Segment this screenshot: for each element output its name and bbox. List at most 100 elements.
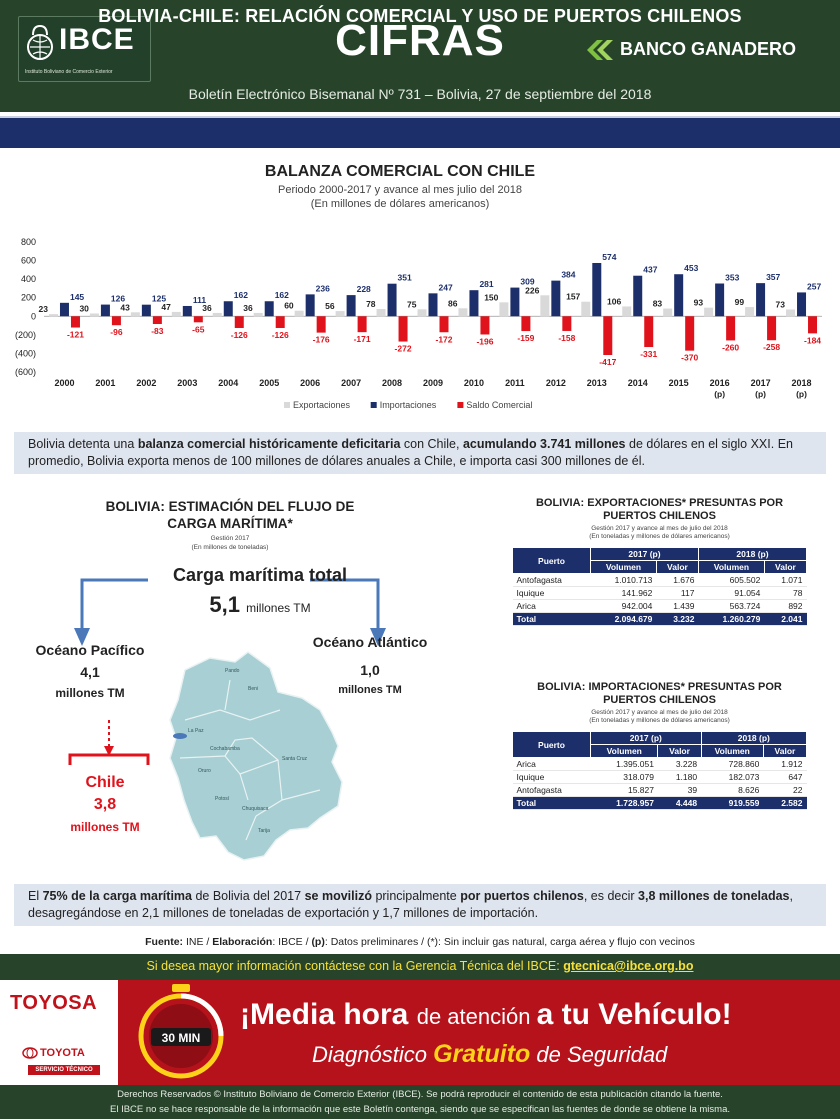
chart-bar-saldo-comercial xyxy=(316,316,326,333)
x-tick-label: 2000 xyxy=(54,378,74,388)
data-label: -96 xyxy=(110,327,123,337)
chart-bar-saldo-comercial xyxy=(234,316,244,328)
ad-banner[interactable] xyxy=(118,980,840,1085)
data-label: 384 xyxy=(561,270,575,280)
data-label: -172 xyxy=(435,334,452,344)
data-label: 281 xyxy=(479,279,493,289)
col-header-year: 2018 (p) xyxy=(700,731,808,745)
data-label: 99 xyxy=(735,297,745,307)
flow-subtitle: Gestión 2017 xyxy=(210,535,250,542)
col-header-volume: Volumen xyxy=(700,744,764,758)
data-label: 162 xyxy=(234,290,248,300)
chart-bar-exportaciones xyxy=(294,310,304,317)
value-cell: 39 xyxy=(657,783,702,797)
text-run: principalmente xyxy=(371,889,461,903)
value-cell: 4.448 xyxy=(657,796,702,810)
chart-bar-exportaciones xyxy=(253,312,263,317)
toyosa-logo[interactable]: TOYOSA xyxy=(10,992,98,1014)
data-label: -159 xyxy=(517,333,534,343)
data-label: -196 xyxy=(476,336,493,346)
x-tick-label: 2006 xyxy=(300,378,320,388)
data-label: 309 xyxy=(520,277,534,287)
value-cell: 3.228 xyxy=(657,757,702,771)
x-tick-label: 2007 xyxy=(341,378,361,388)
chart-bar-importaciones xyxy=(592,262,602,317)
globe-lock-icon xyxy=(27,24,53,60)
copyright-line: Derechos Reservados © Instituto Bolivian… xyxy=(117,1089,723,1100)
chart-bar-saldo-comercial xyxy=(357,316,367,333)
volume-cell: 2.094.679 xyxy=(590,612,657,626)
chart-bar-saldo-comercial xyxy=(603,316,613,356)
chart-bar-importaciones xyxy=(59,302,69,317)
chart-bar-saldo-comercial xyxy=(480,316,490,335)
contact-email-link[interactable]: gtecnica@ibce.org.bo xyxy=(563,959,694,973)
atlantic-label: Océano Atlántico xyxy=(312,634,428,650)
volume-cell: 318.079 xyxy=(590,770,658,784)
chart-bar-importaciones xyxy=(428,293,438,317)
y-tick-label: 0 xyxy=(31,311,36,321)
volume-cell: 563.724 xyxy=(698,599,765,613)
arrow-down-icon xyxy=(370,628,386,646)
x-tick-label: 2017 xyxy=(751,378,771,388)
port-cell: Iquique xyxy=(512,770,591,784)
exports-table-subtitle: Gestión 2017 y avance al mes de julio de… xyxy=(591,525,728,532)
value-cell: 117 xyxy=(656,586,699,600)
volume-cell: 8.626 xyxy=(701,783,764,797)
port-cell: Iquique xyxy=(512,586,591,600)
page-title: CIFRAS xyxy=(335,16,505,65)
chart-bar-saldo-comercial xyxy=(726,316,736,341)
timer-label: 30 MIN xyxy=(162,1031,201,1045)
col-header-volume: Volumen xyxy=(590,560,657,574)
data-label: 106 xyxy=(607,296,621,306)
col-header-value: Valor xyxy=(655,560,699,574)
volume-cell: 141.962 xyxy=(590,586,657,600)
chart-bar-importaciones xyxy=(756,283,766,317)
col-header-year: 2017 (p) xyxy=(590,547,699,561)
data-label: 226 xyxy=(525,285,539,295)
exports-table: Puerto 2017 (p) 2018 (p) Volumen Valor V… xyxy=(512,547,808,626)
data-label: 145 xyxy=(70,292,84,302)
chart-bar-importaciones xyxy=(715,283,725,317)
chart-bar-exportaciones xyxy=(48,314,58,317)
contact-text: Si desea mayor información contáctese co… xyxy=(146,959,564,973)
chart-bar-saldo-comercial xyxy=(193,316,203,323)
data-label: 574 xyxy=(602,252,616,262)
imports-table: Puerto 2017 (p) 2018 (p) Volumen Valor V… xyxy=(512,731,808,810)
chart-bar-exportaciones xyxy=(663,308,673,317)
data-label: 83 xyxy=(653,299,663,309)
total-cargo-unit: millones TM xyxy=(246,601,311,615)
data-label: 125 xyxy=(152,294,166,304)
data-label: 150 xyxy=(484,292,498,302)
contact-line: Si desea mayor información contáctese co… xyxy=(0,959,840,973)
text-run: con Chile, xyxy=(400,437,463,451)
text-run: de Bolivia del 2017 xyxy=(191,889,305,903)
legend-swatch xyxy=(457,402,464,408)
value-cell: 1.676 xyxy=(656,573,699,587)
data-label: -171 xyxy=(354,334,371,344)
data-label: 157 xyxy=(566,292,580,302)
table-row: Arica 1.395.051 3.228 728.860 1.912 xyxy=(512,757,807,771)
map-department-label: Cochabamba xyxy=(210,746,240,752)
imports-table-block: BOLIVIA: IMPORTACIONES* PRESUNTAS POR PU… xyxy=(512,681,808,810)
legend-label: Saldo Comercial xyxy=(466,400,532,410)
chart-bar-exportaciones xyxy=(458,308,468,317)
data-label: 236 xyxy=(316,283,330,293)
x-tick-note: (p) xyxy=(714,389,725,399)
data-label: 162 xyxy=(275,290,289,300)
atlantic-unit: millones TM xyxy=(338,684,402,696)
data-label: 86 xyxy=(448,298,458,308)
y-tick-label: (200) xyxy=(15,330,36,340)
bulletin-line: Boletín Electrónico Bisemanal Nº 731 – B… xyxy=(188,86,652,102)
ad-headline-part: ¡Media hora xyxy=(240,998,417,1031)
bolivia-cargo-map: La Paz Beni Pando Cochabamba Oruro Potosí Chuq… xyxy=(68,578,386,861)
col-header-volume: Volumen xyxy=(697,560,765,574)
port-cell: Antofagasta xyxy=(512,783,591,797)
section-banner xyxy=(0,116,840,148)
col-header-port: Puerto xyxy=(512,731,591,758)
map-department-label: La Paz xyxy=(188,728,204,734)
port-cell: Antofagasta xyxy=(512,573,591,587)
exports-table-units: (En toneladas y millones de dólares amer… xyxy=(589,533,730,540)
value-cell: 2.582 xyxy=(763,796,807,810)
summary-paragraph: Bolivia detenta una balanza comercial hi… xyxy=(14,432,826,474)
ibce-logo: IBCE Instituto Boliviano de Comercio Ext… xyxy=(18,16,151,82)
